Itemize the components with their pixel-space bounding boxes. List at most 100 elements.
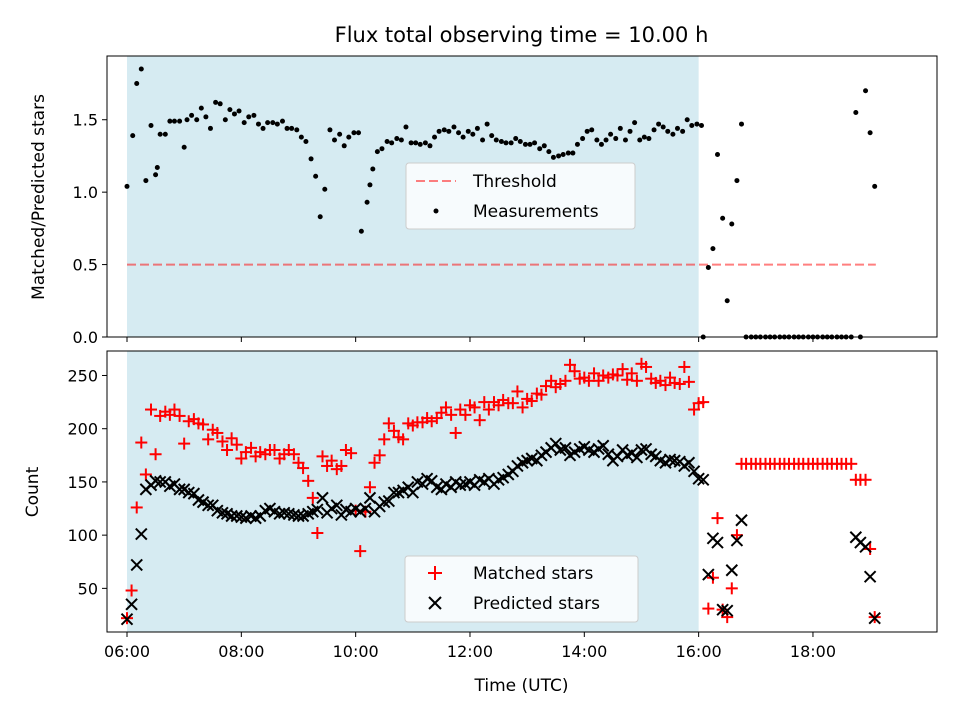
predicted-star-point <box>378 495 391 509</box>
measurement-point <box>308 156 314 162</box>
measurement-point <box>317 214 323 220</box>
measurement-point <box>622 137 628 143</box>
measurement-point <box>358 228 364 234</box>
measurement-point <box>417 141 423 147</box>
measurement-point <box>493 137 499 143</box>
matched-star-point <box>640 360 653 373</box>
matched-star-point <box>673 377 686 390</box>
predicted-star-point <box>130 558 143 572</box>
matched-star-point <box>235 452 248 465</box>
measurement-point <box>641 134 647 140</box>
bottom-series-0 <box>121 357 881 625</box>
measurement-point <box>337 131 343 137</box>
measurement-point <box>303 138 309 144</box>
matched-star-point <box>302 474 315 487</box>
x-tick-label: 16:00 <box>676 642 722 661</box>
matched-star-point <box>454 403 467 416</box>
legend-measurements-label: Measurements <box>473 202 599 222</box>
measurement-point <box>594 137 600 143</box>
measurement-point <box>130 133 136 139</box>
matched-star-point <box>439 401 452 414</box>
matched-star-point <box>711 512 724 525</box>
matched-star-point <box>287 448 300 461</box>
measurement-point <box>670 131 676 137</box>
measurement-point <box>148 123 154 129</box>
measurement-point <box>255 121 261 127</box>
legend-matched-swatch <box>428 566 442 580</box>
matched-star-point <box>225 432 238 445</box>
measurement-point <box>236 108 242 114</box>
measurement-point <box>298 134 304 140</box>
measurement-point <box>613 136 619 142</box>
matched-star-point <box>859 473 872 486</box>
measurement-point <box>522 141 528 147</box>
measurement-point <box>322 186 328 192</box>
matched-star-point <box>373 449 386 462</box>
matched-star-point <box>245 441 258 454</box>
bottom-y-tick-label: 200 <box>67 420 98 439</box>
x-tick-label: 08:00 <box>218 642 264 661</box>
measurement-point <box>274 121 280 127</box>
measurement-point <box>184 117 190 123</box>
measurement-point <box>474 125 480 131</box>
measurement-point <box>729 221 735 227</box>
matched-star-point <box>216 435 229 448</box>
top-legend: Threshold Measurements <box>405 162 636 230</box>
measurement-point <box>603 137 609 143</box>
measurement-point <box>867 130 873 136</box>
matched-star-point <box>616 363 629 376</box>
predicted-star-point <box>696 473 710 486</box>
matched-star-point <box>378 433 391 446</box>
matched-star-point <box>221 443 234 456</box>
measurement-point <box>446 128 452 134</box>
matched-star-point <box>725 582 738 595</box>
top-series-0 <box>124 66 878 340</box>
measurement-point <box>289 125 295 131</box>
legend-matched-label: Matched stars <box>473 564 593 584</box>
measurement-point <box>527 141 533 147</box>
measurement-point <box>356 130 362 136</box>
matched-star-point <box>382 417 395 430</box>
legend-predicted-swatch <box>428 596 442 610</box>
predicted-star-point <box>635 443 648 457</box>
predicted-star-point <box>292 509 305 523</box>
matched-star-point <box>130 501 143 514</box>
matched-star-point <box>511 385 524 398</box>
matched-star-point <box>316 450 329 463</box>
measurement-point <box>313 173 319 179</box>
x-tick-label: 18:00 <box>790 642 836 661</box>
measurement-point <box>608 131 614 137</box>
matched-star-point <box>345 447 358 460</box>
measurement-point <box>684 117 690 123</box>
x-tick-label: 14:00 <box>561 642 607 661</box>
measurement-point <box>503 140 509 146</box>
measurement-point <box>570 150 576 156</box>
matched-star-point <box>363 481 376 494</box>
measurement-point <box>270 120 276 126</box>
measurement-point <box>580 136 586 142</box>
measurement-point <box>294 127 300 133</box>
measurement-point <box>207 125 213 131</box>
predicted-star-point <box>859 540 872 554</box>
matched-star-point <box>173 409 186 422</box>
matched-star-point <box>335 459 348 472</box>
predicted-star-point <box>692 472 705 485</box>
measurement-point <box>181 144 187 150</box>
measurement-point <box>598 141 604 147</box>
measurement-point <box>241 120 247 126</box>
measurement-point <box>217 101 223 107</box>
measurement-point <box>705 264 711 270</box>
predicted-star-point <box>153 475 167 489</box>
predicted-star-point <box>559 441 572 455</box>
measurement-point <box>153 172 159 178</box>
matched-star-point <box>564 358 577 371</box>
chart-title: Flux total observing time = 10.00 h <box>335 23 709 47</box>
measurement-point <box>370 166 376 172</box>
measurement-point <box>279 118 285 124</box>
measurement-point <box>227 107 233 113</box>
predicted-star-point <box>663 453 677 466</box>
measurement-point <box>167 118 173 124</box>
measurement-point <box>177 118 183 124</box>
matched-star-point <box>254 446 267 459</box>
measurement-point <box>332 137 338 143</box>
